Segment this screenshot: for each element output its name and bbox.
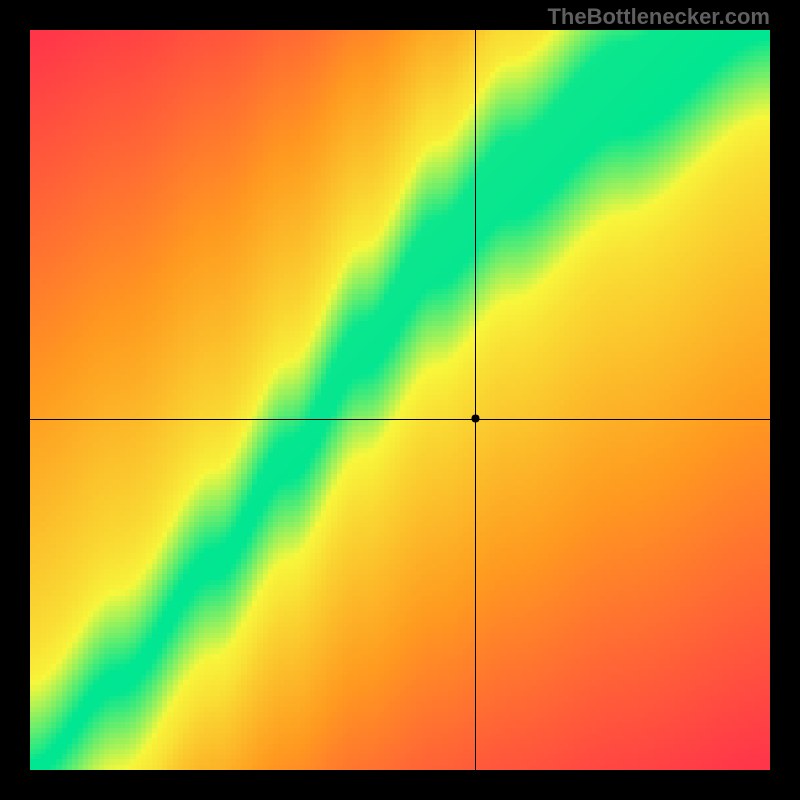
bottleneck-heatmap bbox=[0, 0, 800, 800]
chart-container: TheBottlenecker.com bbox=[0, 0, 800, 800]
watermark-text: TheBottlenecker.com bbox=[547, 4, 770, 30]
